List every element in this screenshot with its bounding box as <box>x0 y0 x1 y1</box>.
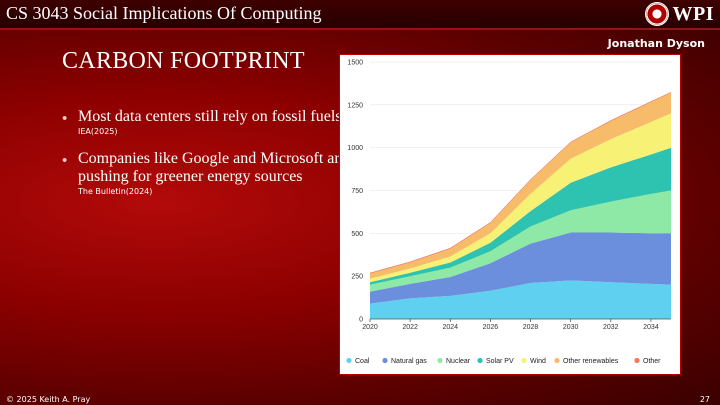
y-tick-label: 500 <box>351 231 363 238</box>
legend-label: Other <box>643 358 661 365</box>
y-tick-label: 250 <box>351 274 363 281</box>
bullet-text: Most data centers still rely on fossil f… <box>78 108 346 125</box>
bullet-dot-icon: • <box>62 110 68 127</box>
legend-swatch <box>382 357 388 364</box>
y-tick-label: 750 <box>351 188 363 195</box>
bullet-item: • Companies like Google and Microsoft ar… <box>62 150 352 196</box>
wpi-logo: WPI <box>644 1 715 27</box>
legend-label: Nuclear <box>446 358 471 365</box>
top-banner: CS 3043 Social Implications Of Computing… <box>0 0 720 30</box>
slide-title: CARBON FOOTPRINT <box>62 48 305 74</box>
footer-copyright: © 2025 Keith A. Pray <box>6 395 91 404</box>
x-tick-label: 2026 <box>483 324 499 331</box>
area-series-wind <box>370 113 671 283</box>
y-tick-label: 1250 <box>347 102 363 109</box>
legend-label: Wind <box>530 358 546 365</box>
legend-label: Other renewables <box>563 358 619 365</box>
area-series-coal <box>370 280 671 319</box>
area-series-other-renewables <box>370 92 671 279</box>
legend-label: Natural gas <box>391 358 427 365</box>
x-tick-label: 2030 <box>563 324 579 331</box>
author-name: Jonathan Dyson <box>607 37 705 50</box>
chart-container: 0 250 500 750 1000 1250 1500 2020 2022 2024 2026 20… <box>339 54 681 375</box>
legend-swatch <box>477 357 483 364</box>
x-tick-label: 2020 <box>362 324 378 331</box>
x-tick-label: 2028 <box>523 324 539 331</box>
bullet-dot-icon: • <box>62 152 68 169</box>
bullet-citation: IEA(2025) <box>78 127 118 136</box>
course-title: CS 3043 Social Implications Of Computing <box>6 3 322 23</box>
page-number: 27 <box>699 395 710 404</box>
stacked-area-chart: 0 250 500 750 1000 1250 1500 2020 2022 2024 2026 20… <box>346 60 671 365</box>
y-tick-label: 0 <box>359 317 363 324</box>
x-tick-label: 2022 <box>402 324 418 331</box>
wpi-logo-text: WPI <box>672 2 714 25</box>
legend-swatch <box>554 357 560 364</box>
legend-swatch <box>634 357 640 364</box>
bullet-text: Companies like Google and Microsoft are … <box>78 150 347 185</box>
area-series-natural-gas <box>370 232 671 304</box>
x-tick-label: 2032 <box>603 324 619 331</box>
bullet-citation: The Bulletin(2024) <box>78 187 153 196</box>
legend-label: Coal <box>355 358 370 365</box>
x-tick-label: 2034 <box>643 324 659 331</box>
y-tick-label: 1000 <box>347 145 363 152</box>
x-tick-label: 2024 <box>442 324 458 331</box>
area-series-solar-pv <box>370 147 671 285</box>
area-series-nuclear <box>370 190 671 292</box>
bullet-list: • Most data centers still rely on fossil… <box>62 108 352 210</box>
wpi-seal-icon <box>644 2 669 26</box>
legend-swatch <box>521 357 527 364</box>
legend-swatch <box>437 357 443 364</box>
legend-label: Solar PV <box>486 358 514 365</box>
bullet-item: • Most data centers still rely on fossil… <box>62 108 352 136</box>
y-tick-label: 1500 <box>347 60 363 67</box>
legend-swatch <box>346 357 352 364</box>
